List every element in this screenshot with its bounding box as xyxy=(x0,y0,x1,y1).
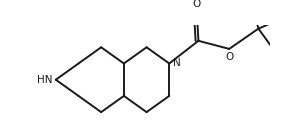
Text: O: O xyxy=(225,52,233,62)
Text: O: O xyxy=(193,0,201,9)
Text: HN: HN xyxy=(37,75,52,85)
Text: N: N xyxy=(173,59,180,68)
